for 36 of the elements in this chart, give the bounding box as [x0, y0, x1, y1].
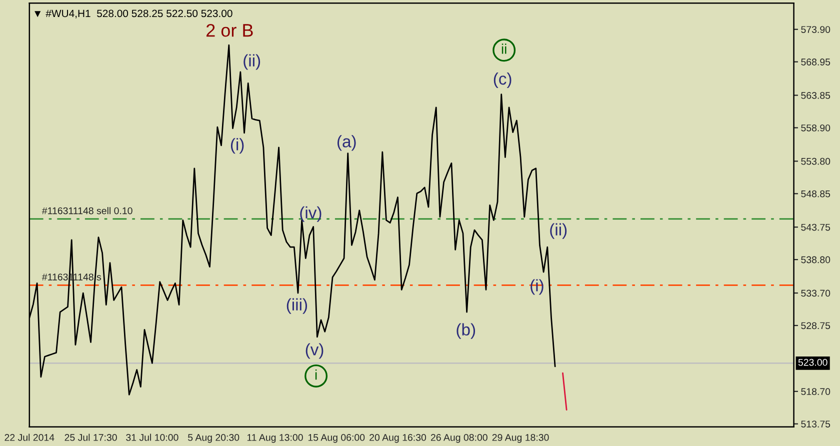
annotation: (iii) [286, 298, 308, 314]
y-tick-label: 548.85 [801, 190, 830, 198]
annotation: (a) [337, 135, 356, 151]
annotation: i [315, 370, 317, 380]
x-tick-label: 20 Aug 16:30 [370, 434, 426, 443]
ref-line-label: #116311148 sell 0.10 [42, 207, 132, 214]
y-tick-label: 538.80 [801, 256, 830, 264]
annotation: 2 or B [206, 24, 253, 37]
y-tick-label: 573.90 [801, 26, 830, 33]
y-tick-label: 563.85 [801, 92, 830, 99]
y-tick-label: 533.70 [801, 290, 830, 297]
y-tick-label: 528.75 [801, 322, 830, 330]
y-tick-label: 568.95 [801, 58, 830, 66]
annotation: (iv) [300, 206, 322, 222]
y-tick-label: 553.80 [801, 158, 830, 165]
x-tick-label: 11 Aug 13:00 [247, 434, 303, 443]
x-tick-label: 26 Aug 08:00 [430, 434, 488, 443]
y-tick-label: 543.75 [801, 224, 830, 231]
y-tick-label: 518.70 [801, 388, 830, 396]
x-tick-label: 25 Jul 17:30 [64, 434, 117, 441]
x-tick-label: 15 Aug 06:00 [308, 434, 365, 443]
x-tick-label: 29 Aug 18:30 [492, 434, 549, 443]
y-tick-label: 558.90 [801, 124, 830, 132]
y-tick-label: 513.75 [801, 420, 830, 428]
annotation: (b) [456, 323, 476, 339]
annotation: ii [502, 44, 506, 54]
annotation: (c) [494, 72, 512, 88]
x-tick-label: 31 Jul 10:00 [126, 434, 178, 441]
x-tick-label: 22 Jul 2014 [4, 434, 54, 441]
text: ▼ #WU4,H1 528.00 528.25 522.50 523.00 [34, 10, 232, 18]
annotation: (ii) [244, 54, 260, 70]
annotation: (i) [230, 138, 244, 154]
x-tick-label: 5 Aug 20:30 [188, 434, 240, 443]
annotation: (v) [306, 343, 324, 359]
ref-line-label: 523.00 [798, 358, 828, 366]
annotation: (ii) [550, 223, 567, 239]
